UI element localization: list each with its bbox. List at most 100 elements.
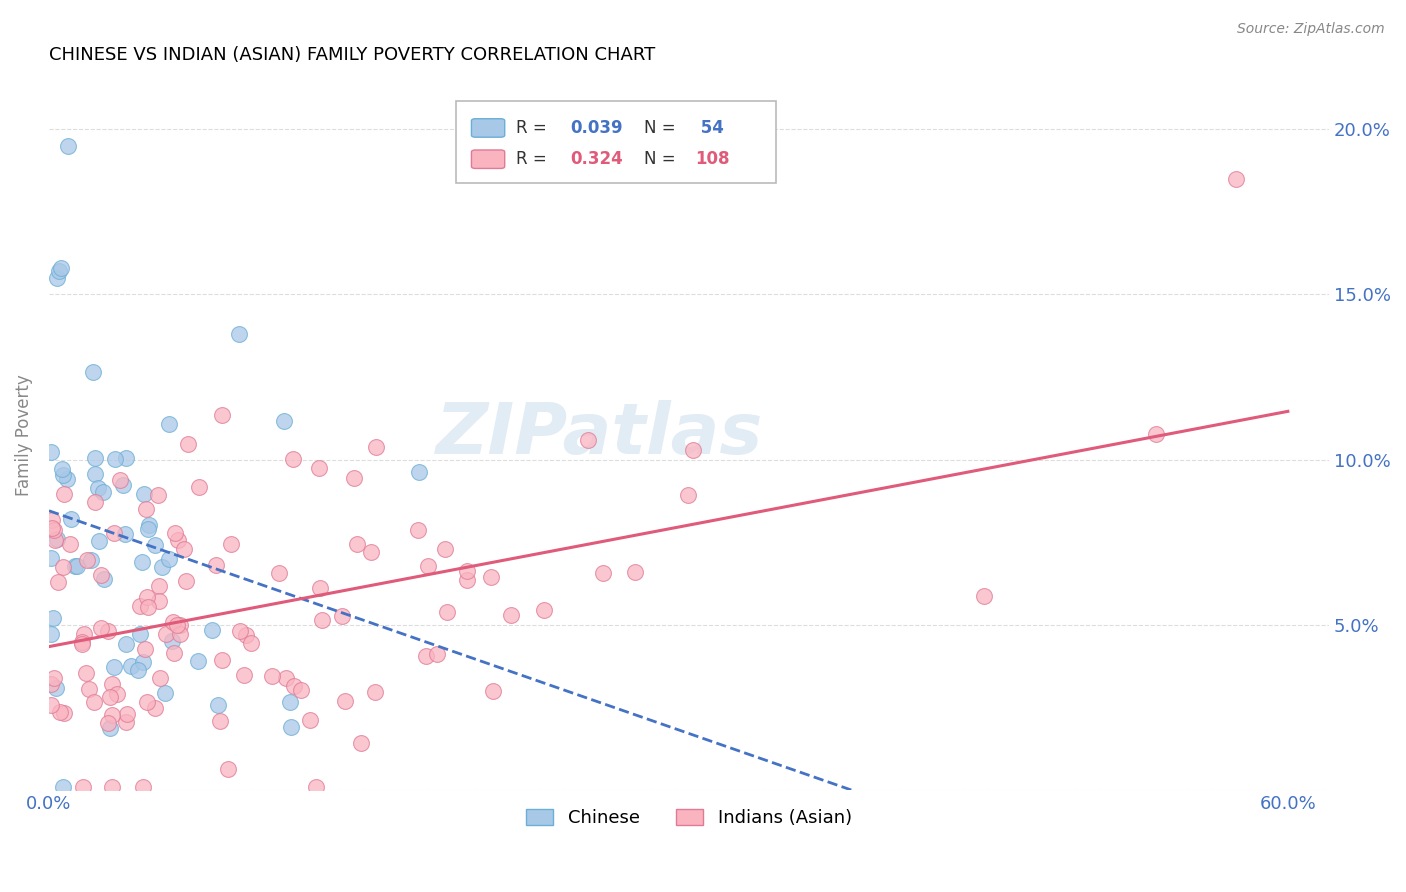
Indians (Asian) [143,700,166,714]
Chinese [228,327,250,342]
Chinese [157,417,180,431]
Chinese [91,484,114,499]
Indians (Asian) [499,608,522,623]
Indians (Asian) [343,471,366,485]
Indians (Asian) [98,690,121,704]
Chinese [46,271,69,285]
Indians (Asian) [166,617,188,632]
Indians (Asian) [229,624,252,639]
Indians (Asian) [163,647,186,661]
Chinese [39,627,62,641]
Text: N =: N = [644,119,681,137]
Indians (Asian) [136,600,159,615]
Indians (Asian) [187,480,209,494]
Indians (Asian) [72,780,94,794]
Indians (Asian) [232,667,254,681]
Indians (Asian) [425,647,447,661]
Chinese [83,451,105,466]
Indians (Asian) [436,605,458,619]
Chinese [93,572,115,586]
Chinese [66,559,89,574]
Text: 0.039: 0.039 [569,119,623,137]
Indians (Asian) [75,666,97,681]
Indians (Asian) [177,436,200,450]
Indians (Asian) [418,559,440,574]
Indians (Asian) [41,513,63,527]
Text: N =: N = [644,150,681,169]
Indians (Asian) [479,570,502,584]
Indians (Asian) [576,433,599,447]
Chinese [201,623,224,637]
Indians (Asian) [131,780,153,794]
Indians (Asian) [335,694,357,708]
Indians (Asian) [100,708,122,723]
Chinese [143,537,166,551]
Indians (Asian) [70,635,93,649]
Chinese [162,634,184,648]
Chinese [131,555,153,569]
Chinese [83,467,105,481]
Indians (Asian) [135,502,157,516]
Indians (Asian) [73,627,96,641]
Indians (Asian) [163,526,186,541]
Chinese [63,559,86,574]
Indians (Asian) [42,671,65,685]
Indians (Asian) [1146,427,1168,442]
Text: 54: 54 [696,119,724,137]
Indians (Asian) [283,679,305,693]
Indians (Asian) [173,541,195,556]
Chinese [408,465,430,479]
Indians (Asian) [305,780,328,794]
Indians (Asian) [52,487,75,501]
Indians (Asian) [162,615,184,629]
Indians (Asian) [592,566,614,580]
Chinese [39,444,62,458]
Chinese [51,780,73,794]
Indians (Asian) [406,523,429,537]
Indians (Asian) [274,671,297,685]
Indians (Asian) [239,636,262,650]
Indians (Asian) [101,780,124,794]
Chinese [48,264,70,278]
Indians (Asian) [309,581,332,595]
Y-axis label: Family Poverty: Family Poverty [15,374,32,496]
Indians (Asian) [290,683,312,698]
FancyBboxPatch shape [456,101,776,183]
Chinese [51,260,73,275]
Indians (Asian) [136,695,159,709]
Indians (Asian) [311,613,333,627]
Chinese [207,698,229,712]
Chinese [127,663,149,677]
Text: Source: ZipAtlas.com: Source: ZipAtlas.com [1237,22,1385,37]
Indians (Asian) [217,762,239,776]
Indians (Asian) [83,494,105,508]
Indians (Asian) [346,537,368,551]
Chinese [82,365,104,379]
Indians (Asian) [149,671,172,685]
Indians (Asian) [169,617,191,632]
Indians (Asian) [211,408,233,422]
Indians (Asian) [52,560,75,574]
Indians (Asian) [134,641,156,656]
Indians (Asian) [262,669,284,683]
Chinese [80,552,103,566]
FancyBboxPatch shape [471,119,505,137]
Indians (Asian) [205,558,228,572]
Text: 0.324: 0.324 [569,150,623,169]
Chinese [42,611,65,625]
Indians (Asian) [332,608,354,623]
Indians (Asian) [267,566,290,581]
Indians (Asian) [415,649,437,664]
Indians (Asian) [676,487,699,501]
Indians (Asian) [208,714,231,729]
Indians (Asian) [90,621,112,635]
Indians (Asian) [360,545,382,559]
Chinese [132,486,155,500]
Chinese [157,552,180,566]
Indians (Asian) [148,579,170,593]
Chinese [51,461,73,475]
Indians (Asian) [41,521,63,535]
Indians (Asian) [281,452,304,467]
Indians (Asian) [115,715,138,730]
Chinese [155,686,177,700]
